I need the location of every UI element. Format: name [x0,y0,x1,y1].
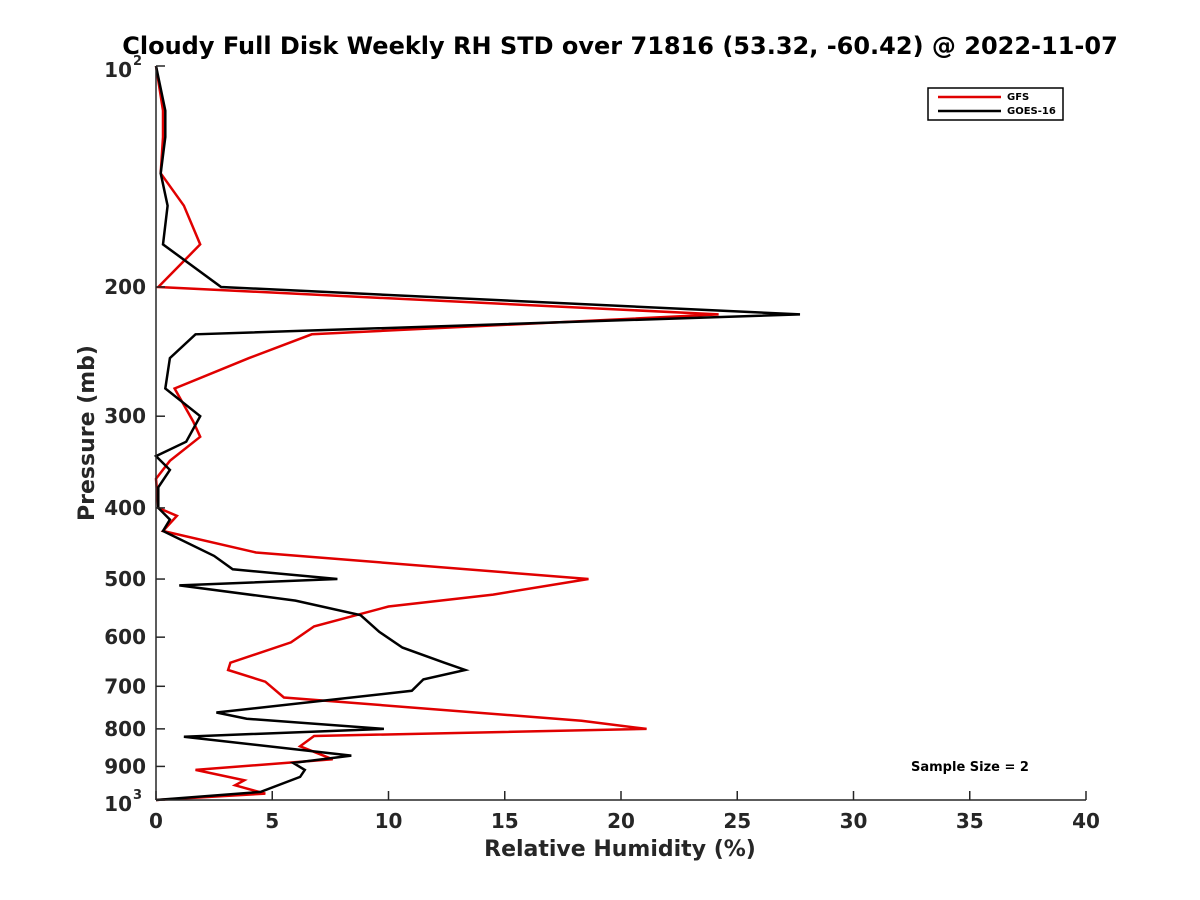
y-tick-label: 900 [104,754,146,778]
x-tick-label: 20 [607,809,635,833]
chart-title: Cloudy Full Disk Weekly RH STD over 7181… [122,32,1118,60]
x-tick-label: 10 [375,809,403,833]
x-tick-label: 30 [840,809,868,833]
y-tick-label: 10 2 [104,54,142,82]
y-tick-label: 600 [104,625,146,649]
y-tick-label-exponent: 3 [133,788,142,803]
x-tick-label: 35 [956,809,984,833]
x-tick-label: 15 [491,809,519,833]
legend-box [927,87,1064,121]
series-line-goes16 [153,65,801,802]
legend: GFS GOES-16 [927,87,1064,121]
y-tick-label: 200 [104,275,146,299]
y-tick-label-base: 10 [104,792,132,816]
y-tick-label: 500 [104,567,146,591]
series-line-gfs [154,65,719,802]
plot-area [153,65,801,802]
y-axis-label: Pressure (mb) [75,345,100,521]
x-tick-label: 5 [265,809,279,833]
x-tick-label: 25 [723,809,751,833]
y-tick-label: 400 [104,496,146,520]
legend-label-gfs: GFS [1007,92,1029,103]
legend-label-goes16: GOES-16 [1007,106,1056,117]
x-axis: 0 5 10 15 20 25 30 35 40 [149,791,1100,833]
y-tick-label-exponent: 2 [133,54,142,69]
y-tick-label: 300 [104,404,146,428]
x-axis-label: Relative Humidity (%) [484,837,756,862]
y-tick-label: 800 [104,717,146,741]
y-tick-label-base: 10 [104,58,132,82]
y-tick-label: 700 [104,674,146,698]
sample-size-annotation: Sample Size = 2 [911,760,1029,775]
x-tick-label: 0 [149,809,163,833]
x-tick-label: 40 [1072,809,1100,833]
y-tick-label: 10 3 [104,788,142,816]
